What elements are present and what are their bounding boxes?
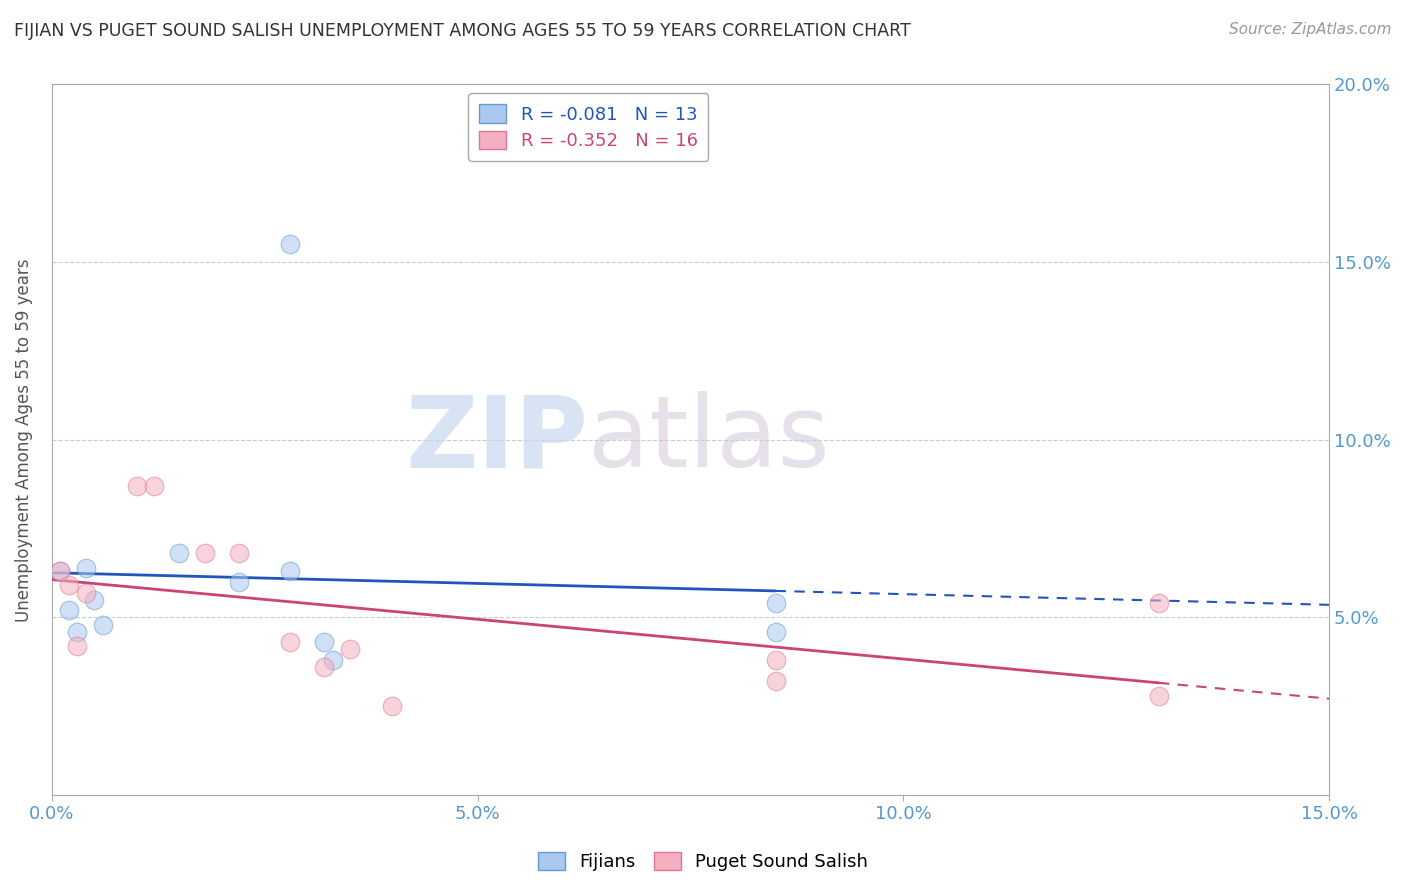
Point	[278, 564, 301, 578]
Point	[83, 592, 105, 607]
Point	[58, 603, 80, 617]
Point	[228, 574, 250, 589]
Point	[765, 674, 787, 689]
Text: Source: ZipAtlas.com: Source: ZipAtlas.com	[1229, 22, 1392, 37]
Legend: R = -0.081   N = 13, R = -0.352   N = 16: R = -0.081 N = 13, R = -0.352 N = 16	[468, 94, 709, 161]
Point	[1147, 596, 1170, 610]
Point	[66, 639, 89, 653]
Point	[75, 585, 97, 599]
Point	[91, 617, 114, 632]
Point	[381, 699, 404, 714]
Point	[765, 653, 787, 667]
Point	[49, 564, 72, 578]
Point	[1147, 689, 1170, 703]
Point	[169, 546, 191, 560]
Text: FIJIAN VS PUGET SOUND SALISH UNEMPLOYMENT AMONG AGES 55 TO 59 YEARS CORRELATION : FIJIAN VS PUGET SOUND SALISH UNEMPLOYMEN…	[14, 22, 911, 40]
Point	[278, 635, 301, 649]
Point	[58, 578, 80, 592]
Point	[765, 596, 787, 610]
Point	[49, 564, 72, 578]
Point	[278, 237, 301, 252]
Text: ZIP: ZIP	[405, 392, 588, 488]
Point	[194, 546, 217, 560]
Point	[66, 624, 89, 639]
Point	[75, 560, 97, 574]
Text: atlas: atlas	[588, 392, 830, 488]
Point	[765, 624, 787, 639]
Point	[228, 546, 250, 560]
Point	[314, 635, 336, 649]
Point	[322, 653, 344, 667]
Point	[142, 479, 165, 493]
Legend: Fijians, Puget Sound Salish: Fijians, Puget Sound Salish	[530, 845, 876, 879]
Y-axis label: Unemployment Among Ages 55 to 59 years: Unemployment Among Ages 55 to 59 years	[15, 258, 32, 622]
Point	[314, 660, 336, 674]
Point	[125, 479, 148, 493]
Point	[339, 642, 361, 657]
